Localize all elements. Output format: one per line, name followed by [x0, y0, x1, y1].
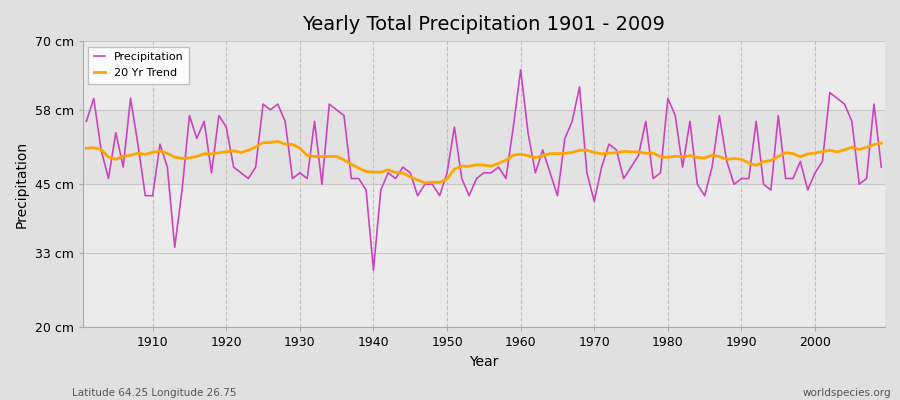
Line: Precipitation: Precipitation — [86, 70, 881, 270]
20 Yr Trend — [523, 153, 534, 158]
Text: worldspecies.org: worldspecies.org — [803, 388, 891, 398]
Precipitation — [81, 119, 92, 124]
Line: 20 Yr Trend: 20 Yr Trend — [86, 141, 881, 183]
Precipitation — [302, 176, 312, 181]
Title: Yearly Total Precipitation 1901 - 2009: Yearly Total Precipitation 1901 - 2009 — [302, 15, 665, 34]
Y-axis label: Precipitation: Precipitation — [15, 141, 29, 228]
20 Yr Trend — [419, 180, 430, 185]
20 Yr Trend — [618, 149, 629, 154]
Precipitation — [618, 176, 629, 181]
20 Yr Trend — [530, 155, 541, 160]
Precipitation — [140, 193, 150, 198]
20 Yr Trend — [140, 152, 150, 157]
Precipitation — [530, 170, 541, 175]
Text: Latitude 64.25 Longitude 26.75: Latitude 64.25 Longitude 26.75 — [72, 388, 237, 398]
Precipitation — [523, 130, 534, 135]
20 Yr Trend — [310, 154, 320, 159]
20 Yr Trend — [273, 139, 284, 144]
Precipitation — [876, 165, 886, 170]
Precipitation — [346, 176, 356, 181]
Precipitation — [516, 67, 526, 72]
Bar — [83, 110, 885, 184]
X-axis label: Year: Year — [469, 355, 499, 369]
Precipitation — [368, 268, 379, 272]
20 Yr Trend — [876, 141, 886, 146]
20 Yr Trend — [81, 146, 92, 150]
20 Yr Trend — [354, 166, 364, 171]
Legend: Precipitation, 20 Yr Trend: Precipitation, 20 Yr Trend — [88, 47, 189, 84]
